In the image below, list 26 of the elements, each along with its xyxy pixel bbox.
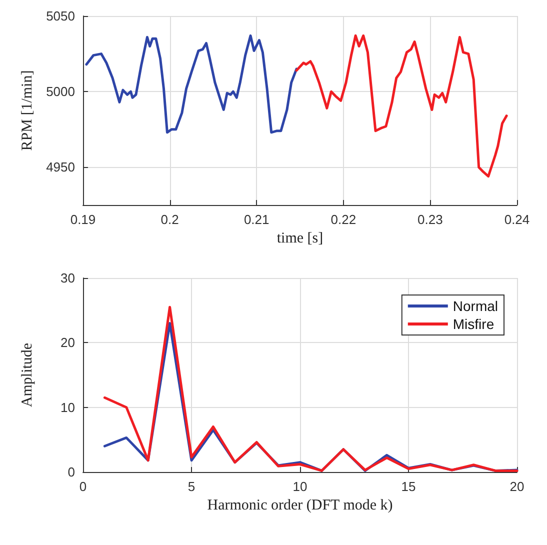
x-tick-label: 0.23 xyxy=(418,212,443,227)
y-tick-label: 5000 xyxy=(46,84,75,100)
y-tick-label: 4950 xyxy=(46,160,75,175)
legend-label: Normal xyxy=(452,298,498,314)
line-series xyxy=(295,34,508,178)
x-tick-label: 0.22 xyxy=(330,212,356,227)
x-tick-label: 0.24 xyxy=(504,212,530,227)
legend-label: Misfire xyxy=(452,316,494,332)
y-tick-label: 20 xyxy=(60,335,75,350)
x-tick-label: 20 xyxy=(510,479,524,494)
x-tick-label: 5 xyxy=(188,479,196,494)
y-tick-label: 10 xyxy=(60,400,75,415)
x-tick-label: 15 xyxy=(401,479,416,494)
x-tick-label: 0.2 xyxy=(160,212,179,227)
x-axis-title: Harmonic order (DFT mode k) xyxy=(207,498,393,514)
x-tick-label: 10 xyxy=(292,479,308,494)
y-axis-title: Amplitude xyxy=(20,342,36,408)
y-tick-label: 30 xyxy=(60,270,75,286)
x-tick-label: 0.21 xyxy=(244,212,270,227)
x-tick-label: 0 xyxy=(79,479,87,494)
line-series xyxy=(85,34,298,134)
y-tick-label: 0 xyxy=(68,464,75,480)
y-tick-label: 5050 xyxy=(46,8,75,24)
x-tick-label: 0.19 xyxy=(70,212,96,227)
y-axis-title: RPM [1/min] xyxy=(20,70,36,151)
x-axis-title: time [s] xyxy=(276,230,324,246)
